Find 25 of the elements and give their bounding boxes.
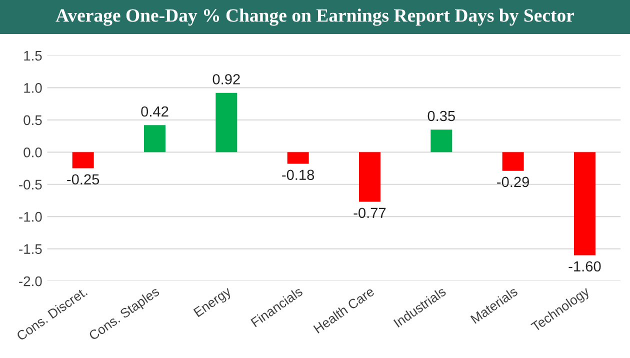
bar xyxy=(216,92,238,152)
y-tick-label: -1.5 xyxy=(19,244,42,254)
chart-title: Average One-Day % Change on Earnings Report Days by Sector xyxy=(56,8,574,26)
y-tick-label: 1.5 xyxy=(24,50,42,61)
bar xyxy=(502,152,524,171)
y-tick-label: -0.5 xyxy=(19,180,42,190)
y-tick-label: 0.5 xyxy=(24,115,42,126)
y-tick-label: 1.0 xyxy=(24,83,42,93)
bar xyxy=(72,152,94,168)
y-tick-label: -2.0 xyxy=(19,276,42,286)
bar xyxy=(574,152,596,256)
data-label: 0.42 xyxy=(141,106,168,117)
bar xyxy=(144,125,166,152)
bar xyxy=(358,152,380,202)
data-label: -1.60 xyxy=(568,261,601,272)
data-label: 0.92 xyxy=(212,74,240,84)
data-label: 0.35 xyxy=(428,110,455,122)
y-tick-label: 0.0 xyxy=(24,147,42,158)
y-tick-label: -1.0 xyxy=(19,212,42,222)
bar xyxy=(287,152,309,164)
data-label: -0.25 xyxy=(67,174,100,185)
data-label: -0.77 xyxy=(354,208,386,218)
data-label: -0.18 xyxy=(282,170,314,180)
data-label: -0.29 xyxy=(497,176,529,188)
bar xyxy=(430,130,452,152)
